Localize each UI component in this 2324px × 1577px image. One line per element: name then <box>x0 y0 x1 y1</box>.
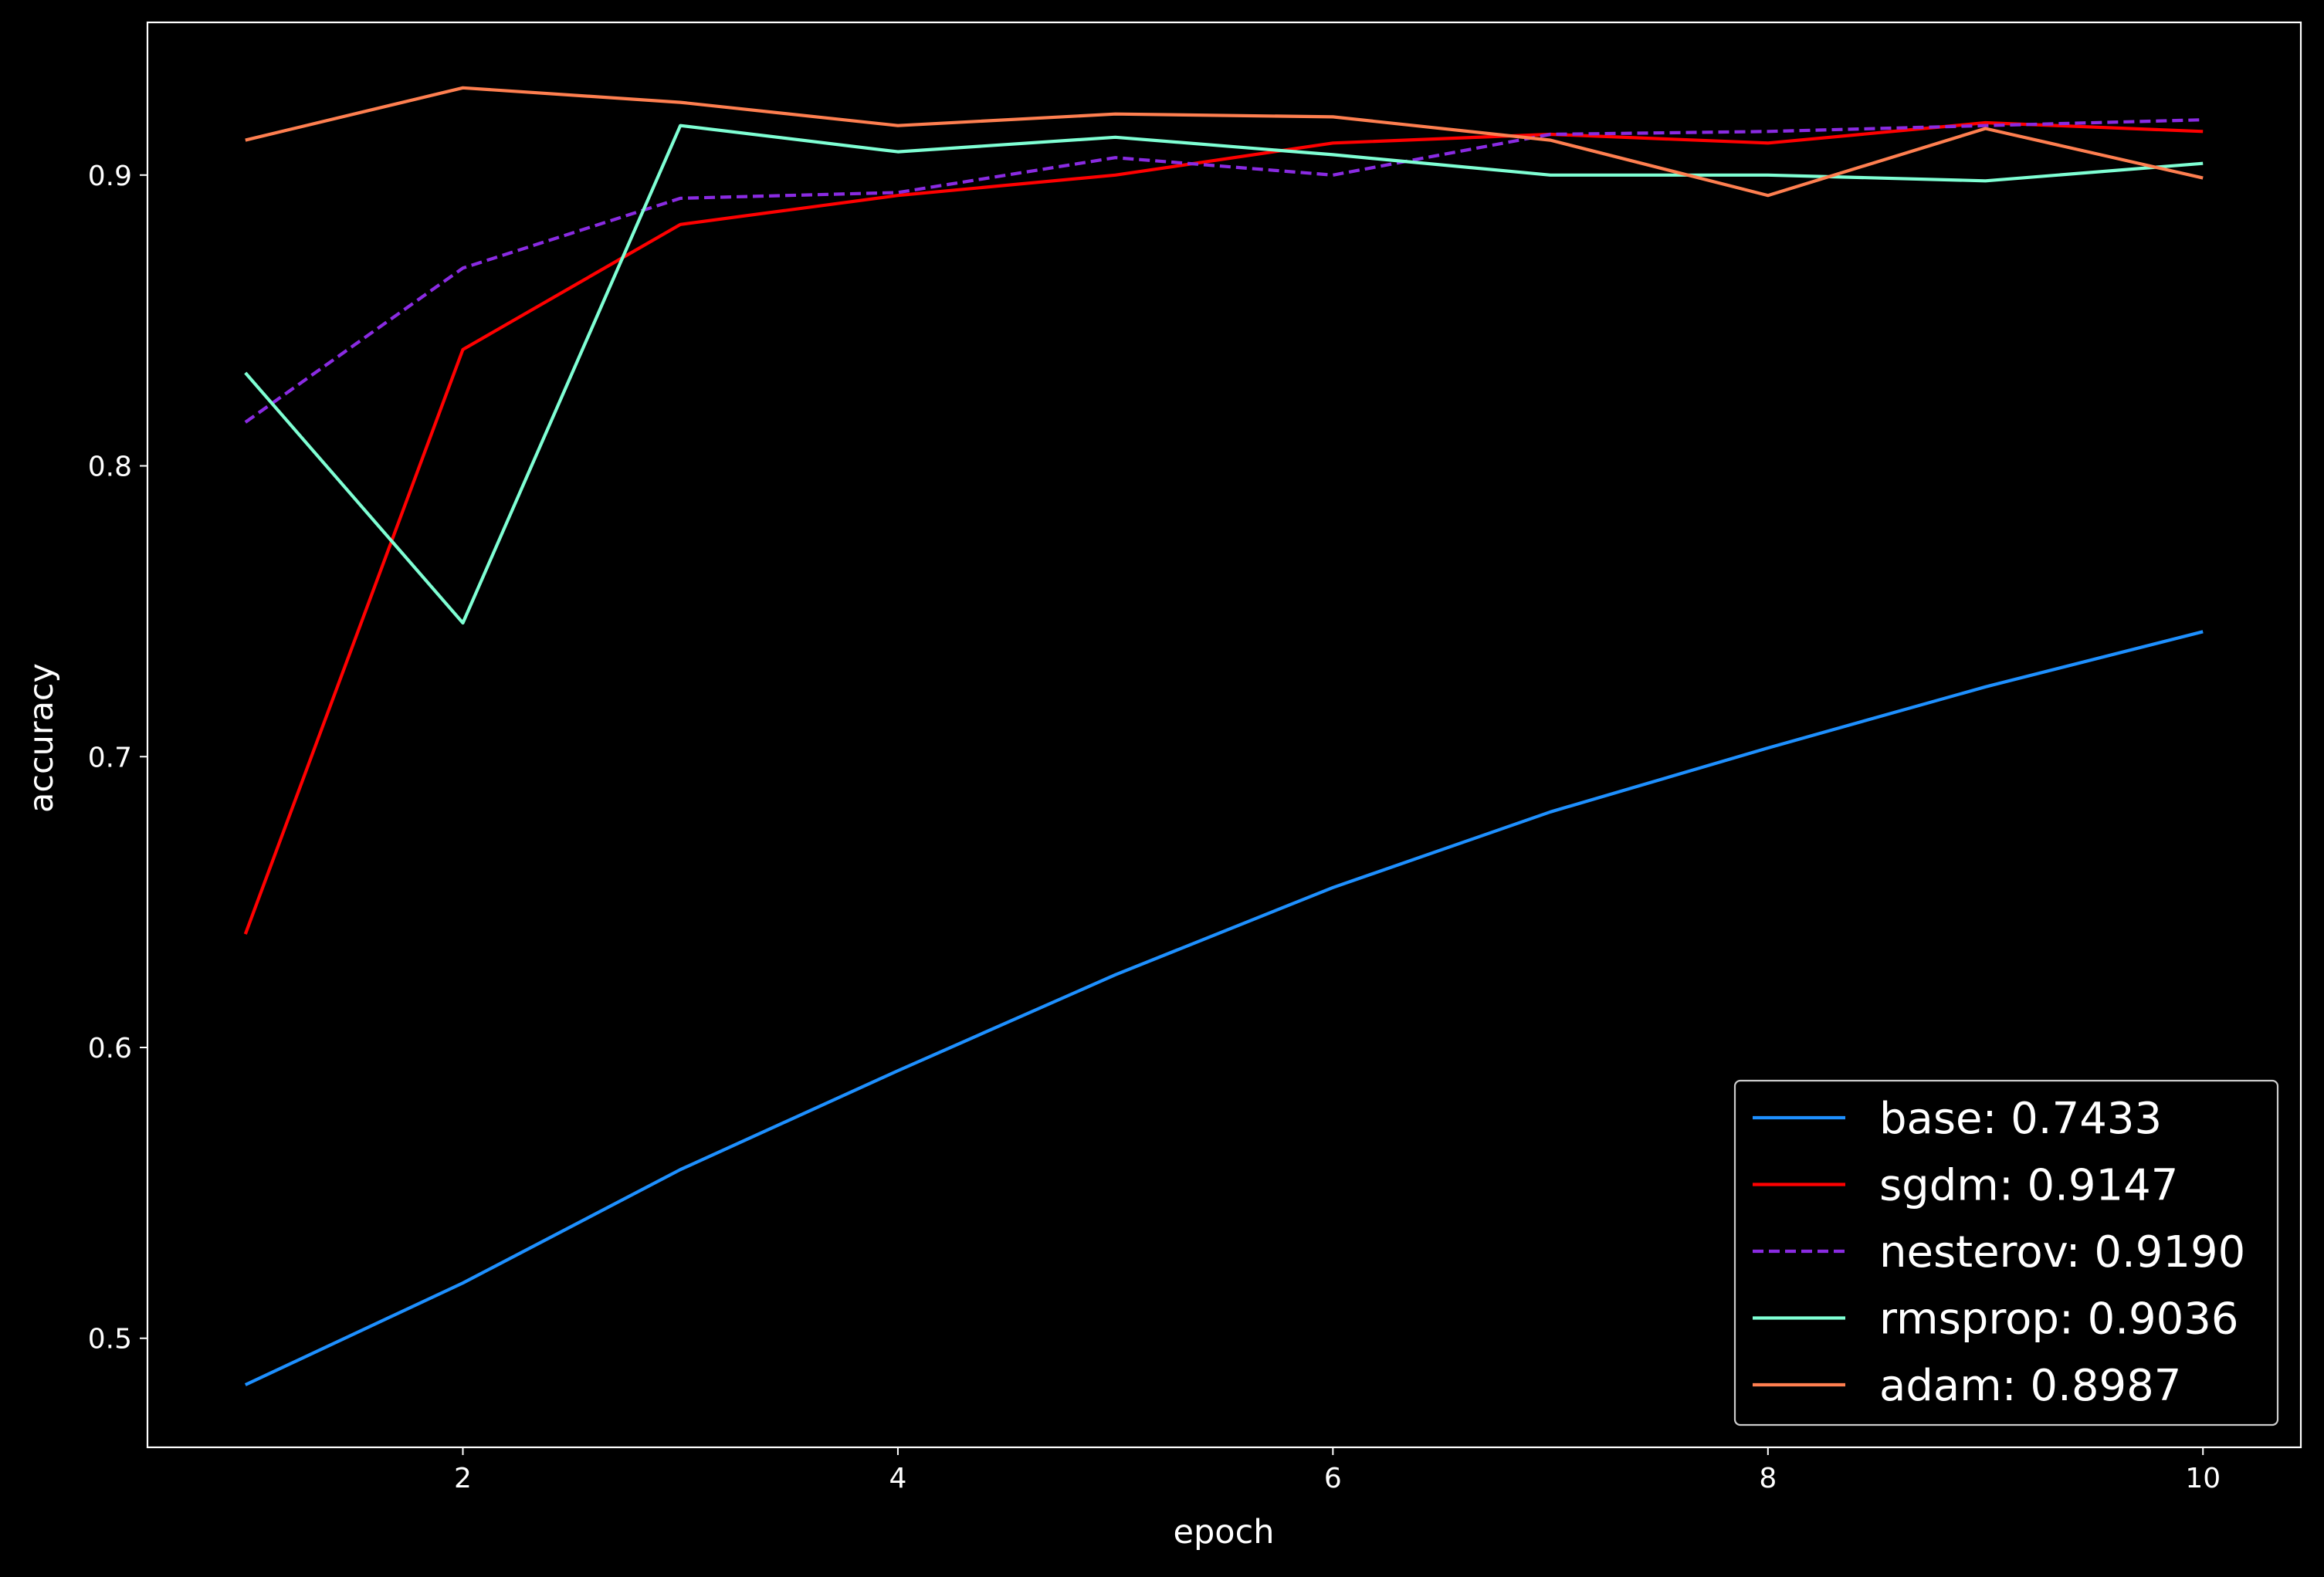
legend-box <box>1733 1079 2279 1426</box>
series-line-base <box>244 630 2204 1386</box>
y-tick-label: 0.7 <box>88 742 132 773</box>
legend-entry-base: base: 0.7433 <box>1753 1094 2162 1144</box>
plot-frame <box>146 21 2302 1449</box>
legend-label: base: 0.7433 <box>1879 1094 2162 1144</box>
x-tick-label: 2 <box>454 1463 472 1494</box>
y-tick-label: 0.9 <box>88 161 132 192</box>
legend-label: rmsprop: 0.9036 <box>1879 1294 2239 1345</box>
y-tick-label: 0.6 <box>88 1033 132 1064</box>
series-line-sgdm <box>243 120 2204 935</box>
legend-entry-nesterov: nesterov: 0.9190 <box>1753 1227 2245 1278</box>
legend: base: 0.7433 sgdm: 0.9147 nesterov: 0.9190… <box>1733 1079 2279 1426</box>
legend-label: adam: 0.8987 <box>1879 1361 2181 1411</box>
legend-label: nesterov: 0.9190 <box>1879 1227 2245 1278</box>
x-tick-label: 10 <box>2185 1463 2221 1494</box>
legend-entry-adam: adam: 0.8987 <box>1753 1361 2181 1411</box>
y-tick-label: 0.5 <box>88 1324 132 1355</box>
legend-entries: base: 0.7433 sgdm: 0.9147 nesterov: 0.9190… <box>1753 1094 2245 1411</box>
x-tick-label: 6 <box>1324 1463 1342 1494</box>
x-tick-label: 4 <box>889 1463 906 1494</box>
y-axis-ticks: 0.5 0.6 0.7 0.8 0.9 <box>88 161 147 1355</box>
legend-entry-sgdm: sgdm: 0.9147 <box>1753 1161 2178 1211</box>
series-line-adam <box>245 86 2204 198</box>
series-layer <box>243 86 2204 1386</box>
y-axis-label: accuracy <box>22 663 61 813</box>
legend-entry-rmsprop: rmsprop: 0.9036 <box>1753 1294 2239 1345</box>
y-tick-label: 0.8 <box>88 452 132 483</box>
legend-label: sgdm: 0.9147 <box>1879 1161 2178 1211</box>
series-line-nesterov <box>244 118 2204 424</box>
x-axis-label: epoch <box>1174 1513 1275 1552</box>
x-tick-label: 8 <box>1759 1463 1777 1494</box>
x-axis-ticks: 2 4 6 8 10 <box>454 1447 2221 1494</box>
series-line-rmsprop <box>244 124 2204 625</box>
